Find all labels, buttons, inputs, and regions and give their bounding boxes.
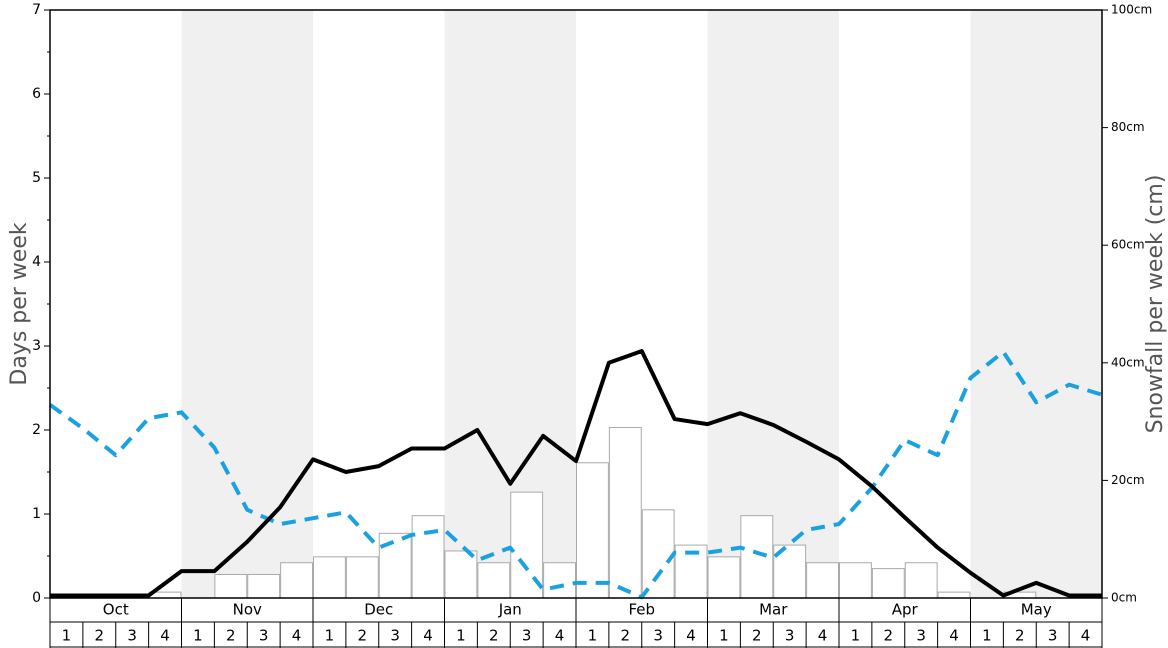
bar — [839, 562, 872, 599]
bar — [707, 556, 741, 599]
bar — [937, 591, 971, 599]
week-label: 2 — [358, 627, 368, 645]
week-label: 4 — [160, 627, 170, 645]
y2-tick-label: 80cm — [1111, 120, 1145, 134]
week-label: 2 — [752, 627, 762, 645]
line — [48, 349, 1103, 600]
week-label: 4 — [818, 627, 828, 645]
bar — [904, 562, 938, 599]
week-label: 3 — [653, 627, 663, 645]
week-label: 4 — [292, 627, 302, 645]
week-label: 3 — [390, 627, 400, 645]
y2-tick-label: 0cm — [1111, 591, 1137, 605]
y2-tick-label: 20cm — [1111, 473, 1145, 487]
y-tick-label: 5 — [32, 170, 41, 186]
month-band — [181, 10, 313, 598]
bar — [280, 562, 313, 599]
y-tick-label: 7 — [32, 2, 41, 18]
y2-axis-label: Snowfall per week (cm) — [1143, 175, 1168, 434]
bar — [444, 550, 478, 599]
bar — [477, 562, 511, 599]
bar — [247, 573, 281, 599]
week-label: 4 — [1081, 627, 1091, 645]
month-band — [970, 10, 1102, 598]
week-label: 3 — [785, 627, 795, 645]
bar — [543, 562, 576, 599]
week-label: 3 — [259, 627, 269, 645]
week-label: 3 — [916, 627, 926, 645]
y-axis-label: Days per week — [7, 222, 32, 385]
week-label: 3 — [522, 627, 532, 645]
bar — [378, 532, 412, 599]
month-label: Nov — [233, 601, 262, 619]
bar — [740, 515, 774, 599]
week-label: 1 — [851, 627, 861, 645]
week-label: 1 — [719, 627, 729, 645]
week-label: 1 — [325, 627, 335, 645]
week-label: 2 — [621, 627, 631, 645]
week-label: 1 — [62, 627, 72, 645]
y-tick-label: 1 — [32, 506, 41, 522]
week-label: 3 — [127, 627, 137, 645]
bar — [871, 568, 905, 599]
week-label: 1 — [456, 627, 466, 645]
week-label: 1 — [982, 627, 992, 645]
week-label: 1 — [588, 627, 598, 645]
y-tick-label: 4 — [32, 254, 41, 270]
bar — [345, 556, 379, 599]
month-label: May — [1021, 601, 1052, 619]
y-tick-label: 3 — [32, 338, 41, 354]
week-label: 4 — [949, 627, 959, 645]
month-band — [707, 10, 839, 598]
y-tick-label: 2 — [32, 422, 41, 438]
week-label: 3 — [1048, 627, 1058, 645]
week-label: 2 — [1015, 627, 1025, 645]
bar — [214, 573, 248, 599]
week-label: 1 — [193, 627, 203, 645]
week-label: 2 — [226, 627, 236, 645]
month-label: Dec — [364, 601, 393, 619]
bar — [608, 426, 642, 599]
month-label: Apr — [892, 601, 919, 619]
week-label: 2 — [884, 627, 894, 645]
week-label: 4 — [555, 627, 565, 645]
line — [50, 349, 1102, 598]
y2-tick-label: 40cm — [1111, 355, 1145, 369]
week-label: 2 — [489, 627, 499, 645]
bar — [576, 462, 609, 599]
month-label: Oct — [103, 601, 129, 619]
bar — [674, 544, 708, 599]
y-tick-label: 6 — [32, 86, 41, 102]
week-label: 4 — [686, 627, 696, 645]
bar — [806, 562, 839, 599]
month-label: Mar — [759, 601, 788, 619]
month-label: Jan — [498, 601, 522, 619]
bar — [641, 509, 675, 599]
y-tick-label: 0 — [32, 590, 41, 606]
month-label: Feb — [628, 601, 655, 619]
week-label: 2 — [95, 627, 105, 645]
bar — [411, 515, 445, 599]
y2-tick-label: 100cm — [1111, 3, 1152, 17]
week-label: 4 — [423, 627, 433, 645]
bar — [313, 556, 346, 599]
y2-tick-label: 60cm — [1111, 238, 1145, 252]
